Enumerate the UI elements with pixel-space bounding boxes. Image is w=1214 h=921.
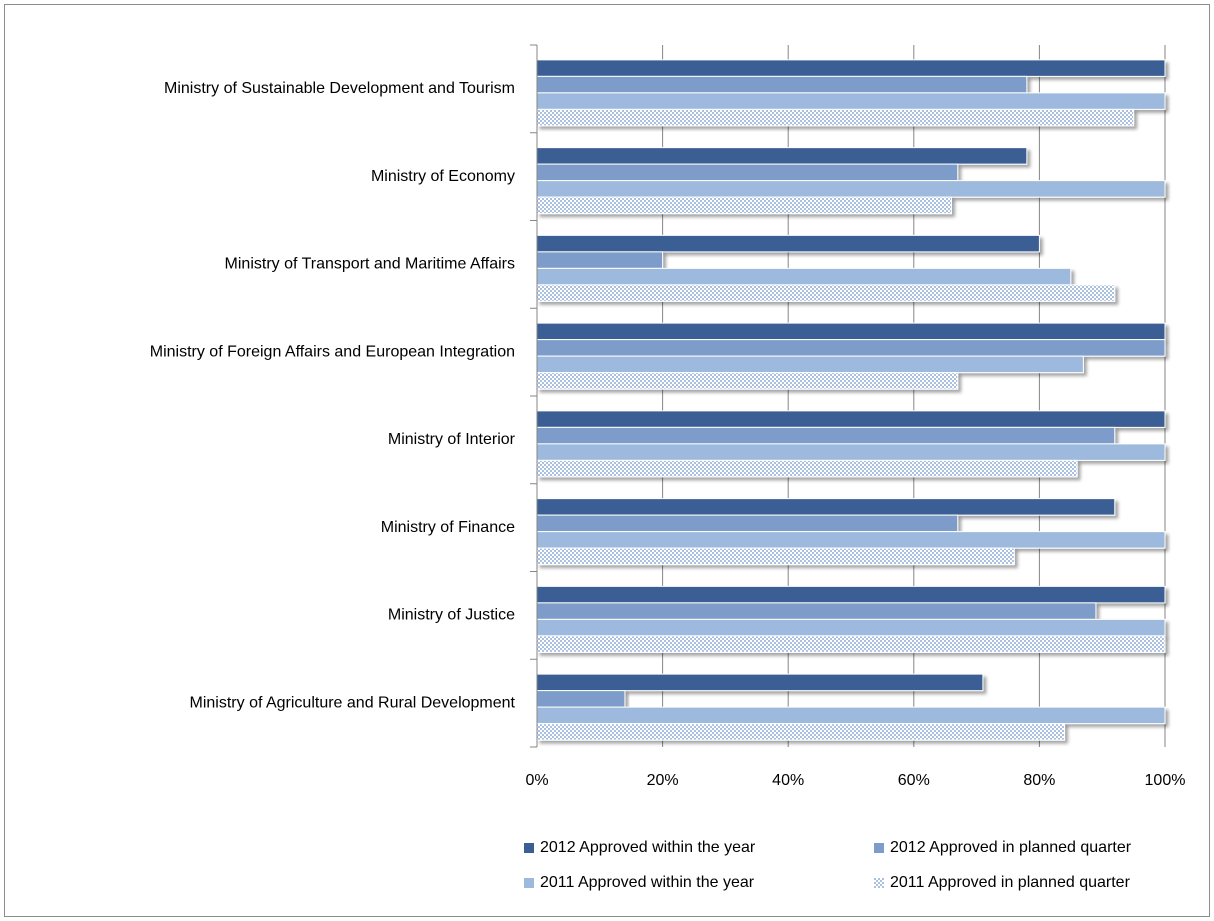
- bar: [536, 284, 1116, 302]
- bar: [536, 547, 1015, 566]
- y-tick-label: Ministry of Sustainable Development and …: [164, 80, 515, 97]
- bar: [536, 690, 626, 708]
- bar: [536, 147, 1028, 165]
- bar: [536, 180, 1166, 198]
- x-tick-label: 0%: [525, 772, 548, 789]
- bar: [536, 635, 1166, 653]
- bar: [536, 618, 1166, 637]
- legend-label: 2012 Approved in planned quarter: [890, 839, 1132, 856]
- legend-swatch: [874, 843, 884, 853]
- bar: [536, 673, 984, 692]
- bar: [536, 531, 1166, 549]
- bar: [536, 723, 1066, 741]
- bar: [536, 75, 1028, 94]
- y-tick-label: Ministry of Justice: [388, 607, 515, 624]
- bar: [536, 108, 1135, 127]
- legend-swatch: [524, 878, 534, 888]
- bar: [536, 92, 1166, 110]
- x-tick-label: 60%: [898, 772, 930, 789]
- y-tick-label: Ministry of Transport and Maritime Affai…: [225, 256, 515, 273]
- y-tick-label: Ministry of Foreign Affairs and European…: [150, 343, 515, 360]
- legend-swatch: [874, 878, 884, 888]
- legend-swatch: [524, 843, 534, 853]
- bar: [536, 234, 1040, 253]
- bar: [536, 706, 1166, 725]
- y-tick-label: Ministry of Finance: [381, 519, 515, 536]
- bar: [536, 267, 1072, 286]
- bar: [536, 443, 1166, 461]
- bar: [536, 322, 1166, 341]
- bar: [536, 196, 952, 215]
- bar: [536, 410, 1166, 428]
- legend-label: 2011 Approved in planned quarter: [890, 874, 1131, 891]
- y-tick-label: Ministry of Economy: [371, 168, 515, 185]
- bar: [536, 459, 1078, 478]
- bar: [536, 602, 1097, 620]
- x-tick-label: 20%: [647, 772, 679, 789]
- legend-label: 2011 Approved within the year: [540, 874, 755, 891]
- legend-label: 2012 Approved within the year: [540, 839, 756, 856]
- bar: [536, 251, 664, 269]
- bar: [536, 163, 959, 182]
- bar: [536, 514, 959, 533]
- bar: [536, 498, 1116, 516]
- x-tick-label: 100%: [1145, 772, 1186, 789]
- y-tick-label: Ministry of Interior: [388, 431, 516, 448]
- x-tick-label: 80%: [1023, 772, 1055, 789]
- x-tick-label: 40%: [772, 772, 804, 789]
- bar: [536, 585, 1166, 604]
- bar: [536, 59, 1166, 77]
- bar: [536, 339, 1166, 357]
- bar: [536, 372, 959, 390]
- y-tick-label: Ministry of Agriculture and Rural Develo…: [190, 694, 516, 711]
- bar: [536, 426, 1116, 445]
- bar: [536, 355, 1084, 374]
